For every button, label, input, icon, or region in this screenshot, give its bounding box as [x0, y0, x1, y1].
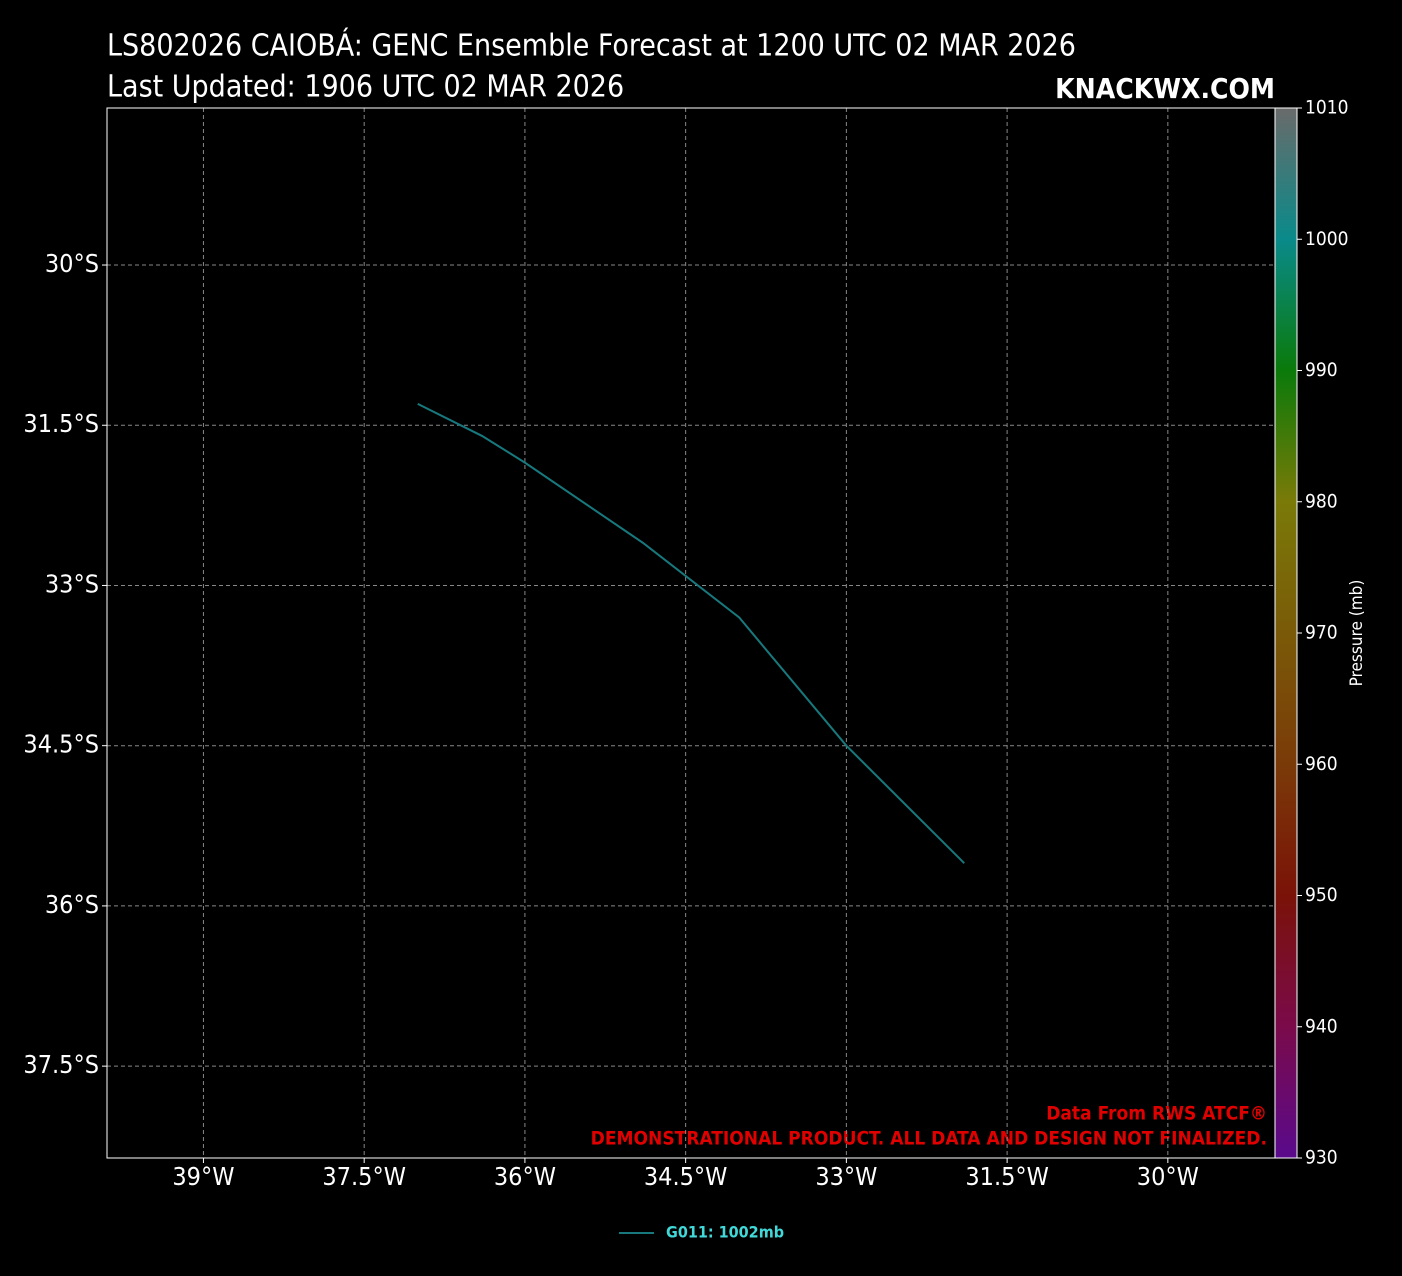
- chart-title: LS802026 CAIOBÁ: GENC Ensemble Forecast …: [107, 28, 1076, 64]
- y-tick-label: 37.5°S: [23, 1050, 99, 1079]
- watermark: KNACKWX.COM: [1055, 72, 1275, 105]
- colorbar-tick-label: 1000: [1305, 228, 1349, 250]
- x-tick-label: 36°W: [494, 1162, 556, 1191]
- x-tick-label: 39°W: [172, 1162, 234, 1191]
- colorbar-tick-label: 950: [1305, 884, 1338, 906]
- x-tick-label: 30°W: [1137, 1162, 1199, 1191]
- y-tick-label: 36°S: [45, 890, 99, 919]
- annotation: Data From RWS ATCF®: [1046, 1103, 1267, 1125]
- x-tick-label: 37.5°W: [322, 1162, 406, 1191]
- y-tick-label: 30°S: [45, 249, 99, 278]
- colorbar-label: Pressure (mb): [1347, 580, 1367, 687]
- y-tick-label: 31.5°S: [23, 409, 99, 438]
- x-tick-label: 33°W: [815, 1162, 877, 1191]
- x-tick-label: 34.5°W: [644, 1162, 728, 1191]
- colorbar-tick-label: 990: [1305, 359, 1338, 381]
- track-line: [417, 402, 965, 864]
- colorbar-tick-label: 980: [1305, 490, 1338, 512]
- colorbar: [1274, 107, 1298, 1159]
- annotation: DEMONSTRATIONAL PRODUCT. ALL DATA AND DE…: [591, 1128, 1267, 1150]
- x-tick-label: 31.5°W: [965, 1162, 1049, 1191]
- colorbar-tick-label: 940: [1305, 1015, 1338, 1037]
- colorbar-tick-label: 930: [1305, 1147, 1338, 1169]
- colorbar-tick-label: 970: [1305, 622, 1338, 644]
- colorbar-tick-label: 1010: [1305, 97, 1349, 119]
- colorbar-tick-label: 960: [1305, 753, 1338, 775]
- y-tick-label: 34.5°S: [23, 730, 99, 759]
- y-tick-label: 33°S: [45, 569, 99, 598]
- legend-label: G011: 1002mb: [666, 1223, 784, 1242]
- chart-subtitle: Last Updated: 1906 UTC 02 MAR 2026: [107, 70, 624, 105]
